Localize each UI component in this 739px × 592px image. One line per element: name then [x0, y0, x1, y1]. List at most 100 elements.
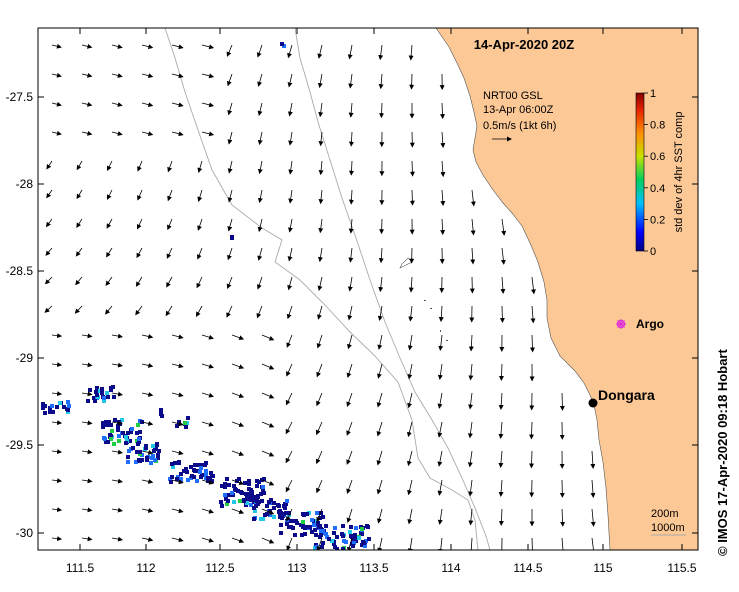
current-arrow	[376, 392, 383, 408]
sst-cell	[134, 460, 138, 464]
current-arrow	[104, 305, 113, 315]
sst-cell	[318, 524, 322, 528]
current-arrow	[171, 334, 184, 340]
sst-cell	[200, 463, 204, 467]
current-arrow	[409, 189, 415, 206]
sst-cell	[137, 437, 141, 441]
current-arrow	[141, 333, 154, 339]
current-arrow	[376, 363, 383, 379]
current-arrow	[409, 160, 415, 177]
sst-cell	[225, 477, 229, 481]
sst-cell	[105, 423, 109, 427]
current-arrow	[167, 189, 173, 202]
sst-cell	[55, 405, 59, 409]
current-arrow	[81, 362, 93, 368]
current-arrow	[81, 420, 93, 426]
current-arrow	[51, 391, 63, 397]
sst-cell	[179, 478, 183, 482]
current-arrow	[141, 44, 154, 50]
current-arrow	[51, 420, 63, 426]
sst-cell	[313, 528, 317, 532]
sst-colorbar: 0 0.2 0.4 0.6 0.8 1 std dev of 4hr SST comp	[635, 88, 685, 258]
colorbar-ticks: 0 0.2 0.4 0.6 0.8 1	[644, 88, 665, 258]
sst-cell	[183, 421, 187, 425]
sst-cell	[333, 545, 337, 549]
sst-cell	[319, 511, 323, 515]
current-arrow	[287, 247, 293, 262]
current-arrow	[226, 276, 233, 290]
sst-cell	[41, 406, 45, 410]
sst-cell	[175, 477, 179, 481]
sst-cell	[222, 484, 226, 488]
current-arrow	[467, 421, 473, 439]
sst-cell	[199, 475, 203, 479]
current-arrow	[111, 420, 123, 426]
current-arrow	[501, 218, 507, 236]
current-arrow	[201, 102, 215, 108]
current-arrow	[227, 131, 233, 145]
sst-cell	[101, 421, 105, 425]
current-arrow	[287, 218, 293, 233]
sst-cell	[109, 437, 113, 441]
current-arrow	[317, 247, 323, 263]
sst-cell	[110, 429, 114, 433]
current-arrow	[288, 131, 294, 146]
sst-cell	[219, 500, 223, 504]
current-arrow	[318, 160, 324, 176]
current-arrow	[256, 44, 263, 58]
sst-cell	[320, 545, 324, 549]
sst-cell	[344, 540, 348, 544]
current-arrow	[141, 102, 154, 108]
current-arrow	[346, 508, 353, 524]
sst-cell	[102, 396, 106, 400]
current-arrow	[287, 276, 293, 291]
current-arrow	[171, 102, 184, 108]
isobath-legend: 200m 1000m	[651, 508, 686, 536]
sst-cell	[126, 431, 130, 435]
sst-cell	[175, 424, 179, 428]
current-arrow	[171, 421, 184, 427]
sst-cell	[104, 420, 108, 424]
sst-cell	[362, 541, 366, 545]
sst-cell	[138, 430, 142, 434]
current-arrow	[591, 537, 594, 550]
sst-cell	[310, 518, 314, 522]
lat-tick-label: -29	[16, 351, 34, 365]
current-arrow	[286, 334, 293, 348]
sst-cell	[196, 463, 200, 467]
current-arrow	[111, 131, 123, 136]
isobath-200m	[294, 28, 491, 550]
sst-cell	[366, 525, 370, 529]
sst-cell	[254, 504, 258, 508]
current-arrow	[76, 218, 83, 228]
latitude-labels: -27.5 -28 -28.5 -29 -29.5 -30	[6, 90, 34, 540]
sst-cell	[152, 449, 156, 453]
current-arrow	[407, 334, 413, 351]
sst-cell	[324, 524, 328, 528]
current-arrow	[74, 305, 83, 314]
current-arrow	[529, 450, 535, 469]
current-arrow	[231, 421, 245, 428]
sst-cell	[113, 418, 117, 422]
current-arrow	[231, 508, 245, 515]
sst-cell	[257, 480, 261, 484]
current-arrow	[51, 478, 63, 484]
sst-cell	[315, 511, 319, 515]
sst-cell	[226, 499, 230, 503]
current-arrow	[316, 363, 323, 378]
current-arrow	[347, 276, 353, 292]
lat-tick-label: -29.5	[6, 438, 34, 452]
sst-cell	[227, 483, 231, 487]
current-arrow	[437, 421, 443, 438]
current-arrow	[317, 305, 323, 320]
current-arrow	[141, 131, 154, 137]
sst-cell	[127, 449, 131, 453]
sst-cell	[51, 410, 55, 414]
sst-cell	[156, 456, 160, 460]
current-arrow	[171, 363, 184, 369]
current-arrow	[231, 479, 245, 486]
current-arrow	[256, 305, 263, 319]
current-arrow	[111, 478, 123, 484]
sst-cell	[234, 488, 238, 492]
sst-cell	[136, 423, 140, 427]
